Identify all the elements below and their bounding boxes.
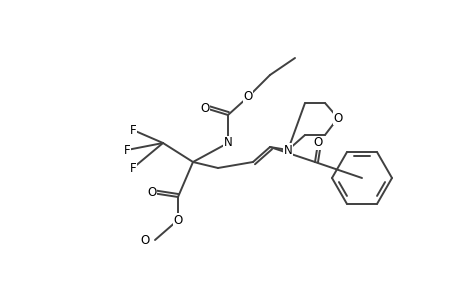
Text: O: O xyxy=(173,214,182,226)
Text: N: N xyxy=(223,136,232,149)
Text: F: F xyxy=(129,161,136,175)
Text: O: O xyxy=(200,101,209,115)
Text: F: F xyxy=(129,124,136,136)
Text: O: O xyxy=(147,187,156,200)
Text: O: O xyxy=(140,233,149,247)
Text: F: F xyxy=(123,143,130,157)
Text: O: O xyxy=(333,112,342,124)
Text: N: N xyxy=(283,143,292,157)
Text: O: O xyxy=(313,136,322,149)
Text: O: O xyxy=(243,91,252,103)
